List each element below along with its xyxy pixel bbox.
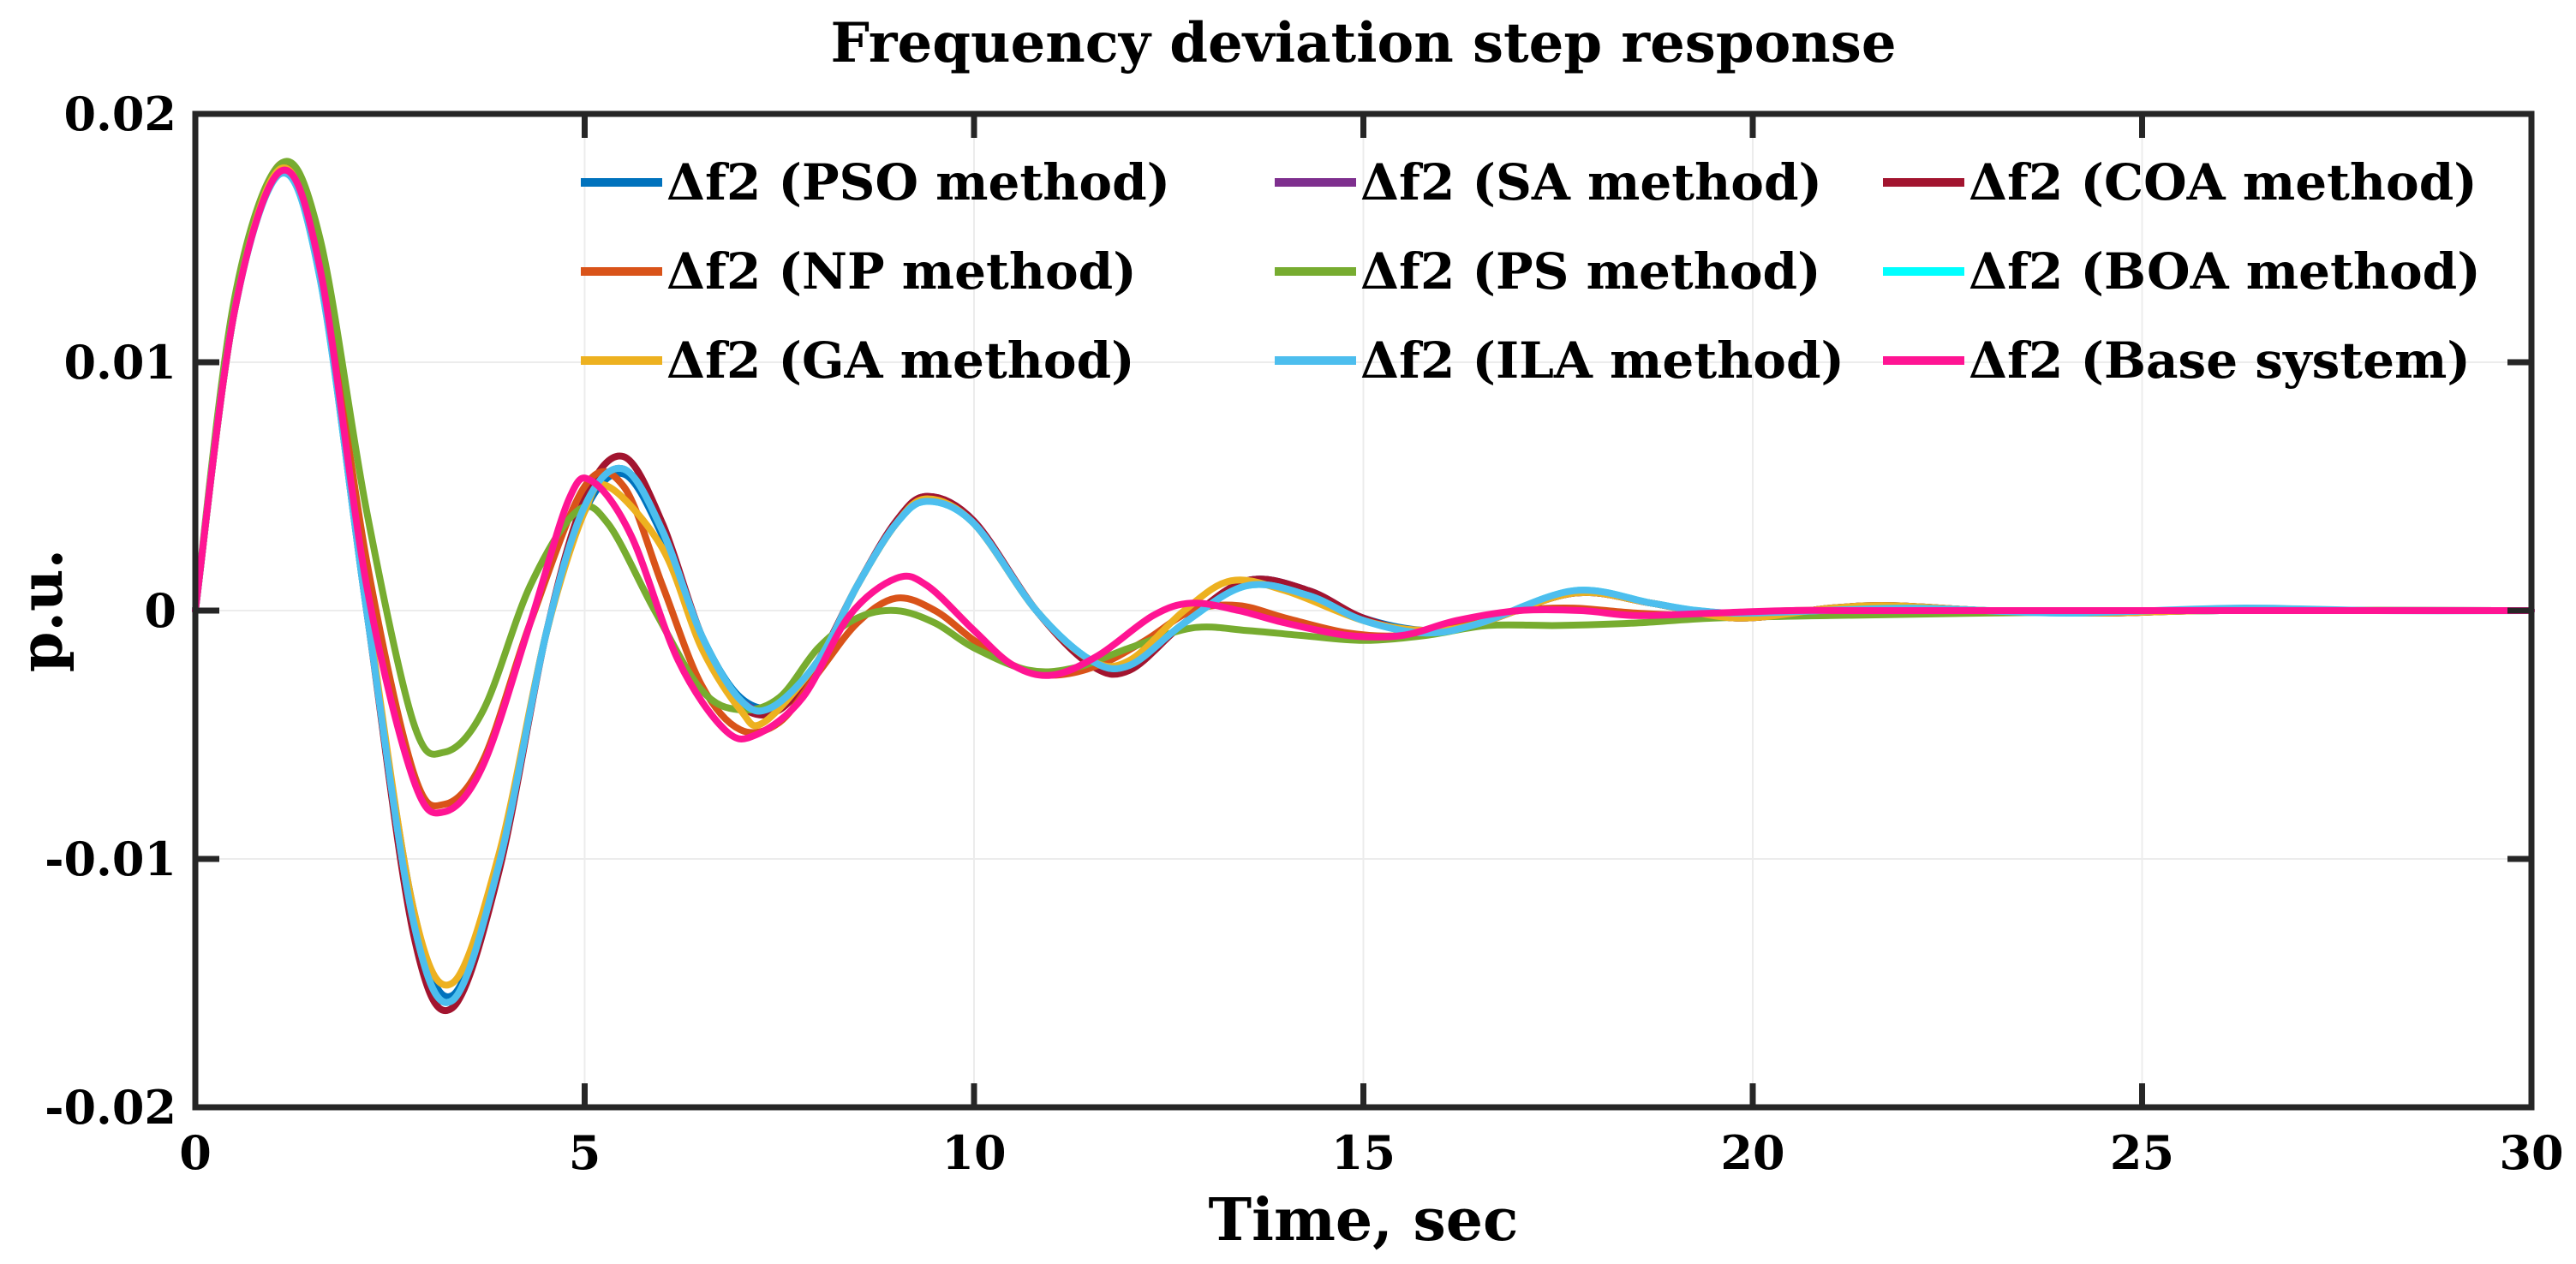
- legend-label-6: Δf2 (GA method): [666, 331, 1135, 390]
- axis-ticks: 0 5 10 15 20 25 30 0.02 0.01 0 -0.01 -0.02: [45, 86, 2564, 1180]
- x-tick-label: 5: [569, 1125, 601, 1180]
- series-lines: [192, 158, 2535, 1015]
- legend-label-1: Δf2 (SA method): [1360, 153, 1822, 212]
- y-tick-label: 0: [144, 583, 176, 638]
- legend-label-4: Δf2 (PS method): [1360, 242, 1821, 301]
- x-tick-label: 15: [1331, 1125, 1396, 1180]
- legend-label-3: Δf2 (NP method): [666, 242, 1137, 301]
- x-axis-label: Time, sec: [1209, 1186, 1519, 1255]
- y-tick-label: -0.02: [45, 1080, 176, 1135]
- x-tick-label: 25: [2110, 1125, 2174, 1180]
- y-axis-label: p.u.: [8, 549, 76, 672]
- series-line-4: [192, 158, 2535, 758]
- y-tick-label: 0.02: [63, 86, 176, 141]
- legend-label-0: Δf2 (PSO method): [666, 153, 1170, 212]
- legend-label-2: Δf2 (COA method): [1969, 153, 2477, 212]
- legend-label-7: Δf2 (ILA method): [1360, 331, 1844, 390]
- y-tick-label: -0.01: [45, 832, 176, 886]
- legend-label-5: Δf2 (BOA method): [1969, 242, 2481, 301]
- x-tick-label: 30: [2499, 1125, 2563, 1180]
- x-tick-label: 20: [1720, 1125, 1784, 1180]
- x-tick-label: 10: [941, 1125, 1006, 1180]
- chart-title: Frequency deviation step response: [830, 11, 1896, 75]
- legend-label-8: Δf2 (Base system): [1969, 331, 2471, 390]
- series-line-8: [192, 166, 2535, 817]
- y-tick-label: 0.01: [63, 335, 176, 390]
- legend: Δf2 (PSO method) Δf2 (SA method) Δf2 (COA …: [581, 153, 2481, 390]
- x-tick-label: 0: [179, 1125, 212, 1180]
